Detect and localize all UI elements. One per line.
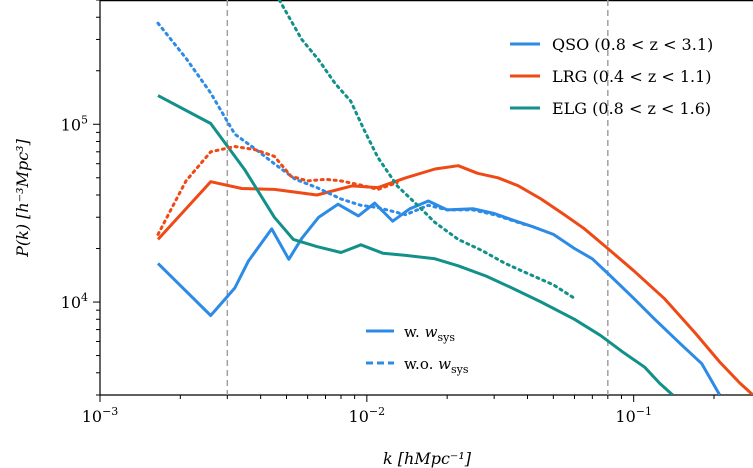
x-axis-label: k [hMpc⁻¹] (383, 449, 472, 468)
series-line-unweighted-4 (156, 145, 399, 236)
x-tick-label: 10−3 (82, 405, 119, 426)
legend-entry-label: LRG (0.4 < z < 1.1) (552, 67, 712, 86)
x-tick-label: 10−2 (349, 405, 386, 426)
y-tick-label: 105 (61, 113, 88, 134)
y-axis-label: P(k) [h⁻³Mpc³] (13, 138, 32, 257)
legend-entry-label: w.o. wsys (404, 355, 469, 376)
legend-entry-label: ELG (0.8 < z < 1.6) (552, 99, 711, 118)
series-layer (156, 0, 753, 395)
legend-tracers: QSO (0.8 < z < 3.1) LRG (0.4 < z < 1.1) EL… (510, 35, 713, 118)
series-line-unweighted-5 (277, 0, 576, 300)
legend-entry-label: QSO (0.8 < z < 3.1) (552, 35, 713, 54)
series-line-weighted-1 (156, 164, 753, 395)
x-axis: 10−3 10−2 10−1 (82, 395, 715, 426)
series-line-unweighted-3 (156, 21, 529, 227)
y-tick-label: 104 (61, 291, 88, 312)
legend-entry-label: w. wsys (404, 323, 455, 344)
series-line-weighted-0 (156, 199, 722, 395)
y-axis: 104 105 (61, 0, 100, 396)
reference-lines (226, 0, 609, 395)
legend-weights: w. wsys w.o. wsys (366, 323, 469, 376)
series-line-weighted-2 (157, 94, 674, 395)
x-tick-label: 10−1 (615, 405, 652, 426)
